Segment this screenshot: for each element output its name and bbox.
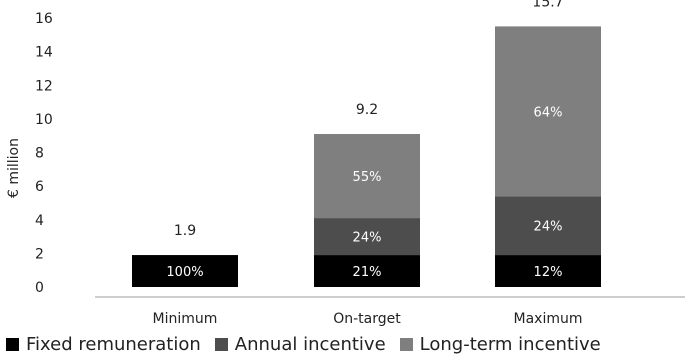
bar-segment: [314, 255, 420, 287]
segment-percent-label: 21%: [353, 265, 382, 280]
legend-label: Annual incentive: [234, 334, 386, 355]
bar-segment: [495, 196, 601, 256]
legend: Fixed remuneration Annual incentive Long-t…: [6, 334, 615, 355]
y-tick-label: 6: [35, 179, 44, 195]
y-tick-label: 2: [35, 246, 44, 262]
legend-swatch: [6, 338, 19, 351]
y-axis-label: € million: [6, 138, 22, 198]
bar-segment: [132, 255, 238, 287]
y-tick-label: 10: [35, 112, 53, 128]
bars: 100% 1.9 21% 24% 55% 9.2 12% 24% 64% 15.7: [132, 0, 601, 287]
legend-item: Long-term incentive: [399, 334, 601, 355]
segment-percent-label: 24%: [534, 220, 563, 235]
bar-total-label: 15.7: [532, 0, 563, 10]
category-label: Minimum: [153, 311, 218, 327]
segment-percent-label: 24%: [353, 231, 382, 246]
legend-swatch: [214, 338, 228, 351]
legend-swatch: [399, 338, 413, 351]
bar-total-label: 1.9: [174, 223, 196, 239]
y-tick-label: 12: [35, 78, 53, 94]
y-tick-label: 14: [35, 45, 53, 61]
segment-percent-label: 55%: [353, 170, 382, 185]
segment-percent-label: 100%: [166, 265, 203, 280]
legend-item: Fixed remuneration: [6, 334, 201, 355]
y-tick-label: 16: [35, 11, 53, 27]
segment-percent-label: 64%: [534, 105, 563, 120]
y-tick-label: 0: [35, 280, 44, 296]
category-label: Maximum: [514, 311, 583, 327]
legend-item: Annual incentive: [214, 334, 386, 355]
bar-segment: [495, 255, 601, 287]
y-tick-label: 4: [35, 213, 44, 229]
y-tick-label: 8: [35, 146, 44, 162]
legend-label: Fixed remuneration: [26, 334, 201, 355]
bar-segment: [314, 218, 420, 256]
category-label: On-target: [333, 311, 401, 327]
y-axis: 0 2 4 6 8 10 12 14 16: [35, 11, 53, 296]
category-labels: Minimum On-target Maximum: [153, 311, 583, 327]
bar-total-label: 9.2: [356, 102, 378, 118]
bar-segment: [314, 134, 420, 219]
legend-label: Long-term incentive: [419, 334, 601, 355]
segment-percent-label: 12%: [534, 265, 563, 280]
bar-segment: [495, 26, 601, 197]
stacked-bar-chart: 0 2 4 6 8 10 12 14 16 € million 100% 1.9 21% 24% 55%…: [6, 0, 685, 327]
